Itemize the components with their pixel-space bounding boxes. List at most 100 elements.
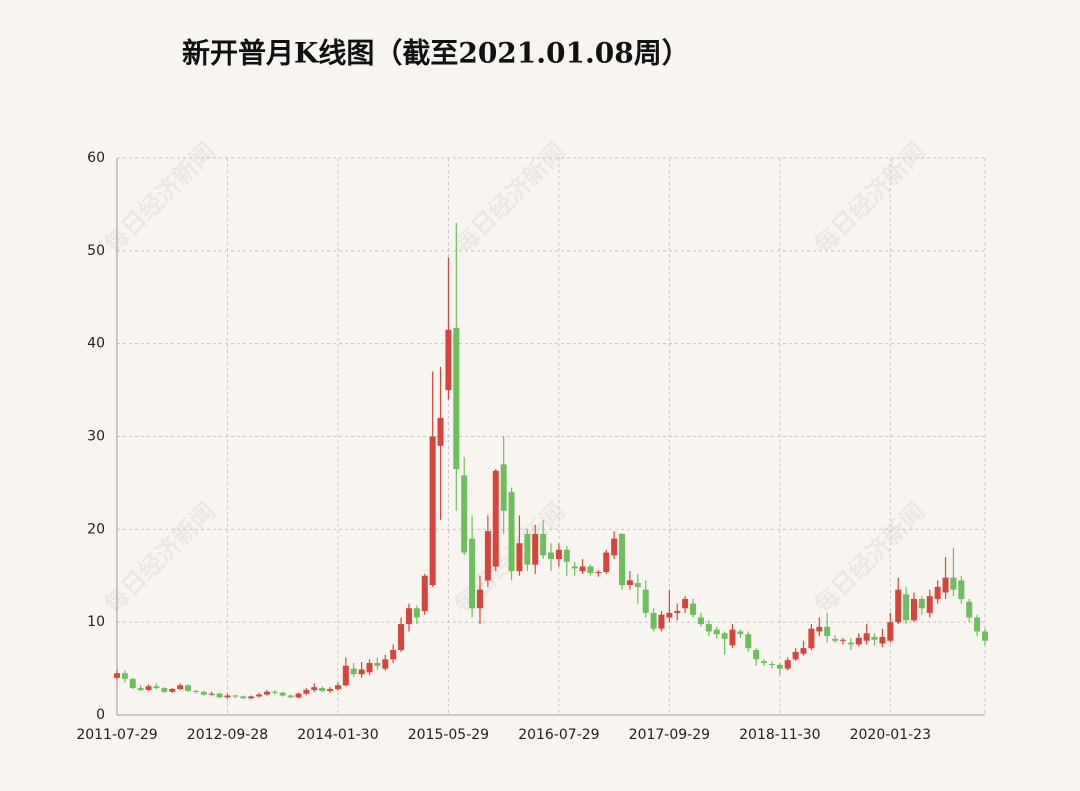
candle-body (721, 633, 728, 639)
candle-body (469, 538, 476, 609)
candle-body (508, 492, 515, 572)
y-tick-label: 0 (96, 707, 105, 723)
candle-body (437, 417, 444, 446)
candle-body (358, 669, 365, 675)
candle-body (958, 580, 965, 599)
candle-body (500, 464, 507, 511)
candle-body (390, 650, 397, 660)
candle-body (374, 663, 381, 666)
candle-body (145, 686, 152, 690)
candle-body (232, 695, 239, 697)
candle-body (690, 603, 697, 615)
candle-body (524, 533, 531, 565)
candle-body (595, 572, 602, 574)
candle-body (737, 631, 744, 635)
candle-body (429, 436, 436, 586)
candle-body (634, 583, 641, 587)
candle-body (216, 693, 223, 698)
candle-body (611, 538, 618, 556)
candle-body (461, 475, 468, 553)
y-tick-label: 60 (87, 150, 105, 166)
candle-body (729, 629, 736, 646)
candle-body (153, 686, 160, 689)
candle-body (453, 327, 460, 469)
candle-body (137, 688, 144, 690)
candle-body (563, 549, 570, 562)
candle-body (847, 642, 854, 645)
candle-body (642, 589, 649, 613)
candle-body (311, 687, 318, 690)
candle-body (579, 566, 586, 572)
candle-body (863, 633, 870, 641)
candle-body (366, 663, 373, 673)
candle-body (445, 329, 452, 391)
candle-body (674, 611, 681, 613)
candle-body (208, 693, 215, 695)
candle-body (224, 695, 231, 698)
candle-body (824, 626, 831, 637)
candle-body (871, 637, 878, 640)
candle-body (982, 631, 988, 641)
candle-body (697, 617, 704, 625)
candle-body (492, 470, 499, 567)
candle-body (161, 688, 168, 692)
candle-body (240, 696, 247, 699)
y-tick-label: 30 (87, 429, 105, 445)
x-tick-label: 2011-07-29 (76, 727, 157, 743)
candle-body (768, 663, 775, 665)
candle-body (934, 586, 941, 599)
candle-body (169, 689, 176, 692)
candle-body (421, 575, 428, 612)
candle-body (903, 594, 910, 621)
candle-body (295, 693, 302, 698)
candle-body (603, 552, 610, 573)
candle-body (334, 685, 341, 690)
candle-body (121, 673, 128, 679)
candle-body (398, 624, 405, 651)
candle-body (342, 665, 349, 686)
candle-body (926, 596, 933, 613)
candle-body (484, 531, 491, 581)
candle-body (129, 678, 136, 689)
y-tick-label: 50 (87, 243, 105, 259)
candle-body (619, 533, 626, 586)
candle-body (745, 634, 752, 649)
x-tick-label: 2017-09-29 (629, 727, 710, 743)
x-tick-label: 2016-07-29 (518, 727, 599, 743)
candle-body (800, 648, 807, 654)
candle-body (855, 637, 862, 645)
candle-body (832, 638, 839, 641)
x-tick-label: 2015-05-29 (408, 727, 489, 743)
candle-body (808, 628, 815, 649)
candle-body (263, 691, 270, 695)
x-tick-label: 2012-09-28 (187, 727, 268, 743)
candle-body (910, 598, 917, 621)
candle-body (705, 624, 712, 632)
candle-body (248, 696, 255, 699)
candle-body (650, 612, 657, 629)
candle-body (287, 695, 294, 698)
y-tick-label: 20 (87, 521, 105, 537)
candle-body (761, 661, 768, 664)
candle-body (816, 626, 823, 632)
candle-body (555, 549, 562, 560)
candle-body (776, 664, 783, 669)
chart-title: 新开普月K线图（截至2021.01.08周） (182, 37, 690, 70)
candle-body (319, 688, 326, 691)
y-tick-label: 10 (87, 614, 105, 630)
candle-body (405, 608, 412, 625)
candle-body (413, 608, 420, 618)
candle-body (256, 694, 263, 697)
candle-body (177, 685, 184, 690)
candle-body (516, 543, 523, 572)
candle-body (713, 629, 720, 635)
candle-body (887, 622, 894, 641)
candle-body (200, 691, 207, 695)
candle-body (784, 660, 791, 669)
candle-body (966, 601, 973, 618)
candle-body (271, 691, 278, 693)
candle-body (540, 533, 547, 556)
candle-body (279, 692, 286, 696)
